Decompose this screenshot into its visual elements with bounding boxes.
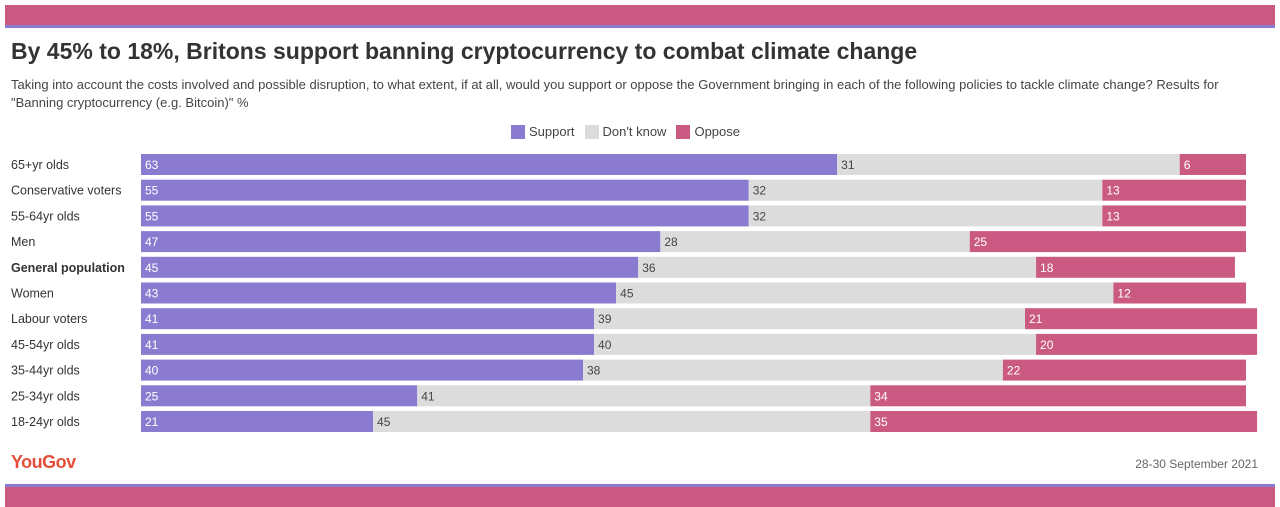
data-label-dont-know: 38 <box>587 364 601 378</box>
bar-oppose-18-24yr-olds <box>870 411 1258 432</box>
yougov-logo: YouGov <box>11 452 76 472</box>
data-label-support: 25 <box>145 389 159 403</box>
data-label-support: 45 <box>145 261 159 275</box>
data-label-dont-know: 45 <box>377 415 391 429</box>
data-label-oppose: 25 <box>974 235 988 249</box>
bar-dont-know-55-64yr-olds <box>748 205 1103 227</box>
bar-dont-know-men <box>660 231 970 253</box>
chart-title: By 45% to 18%, Britons support banning c… <box>11 38 918 64</box>
bottom-banner <box>5 484 1275 507</box>
data-label-support: 41 <box>145 338 159 352</box>
data-label-dont-know: 32 <box>753 209 767 223</box>
bar-support-65-yr-olds <box>141 154 838 175</box>
legend-label-dont-know: Don't know <box>602 124 667 139</box>
bar-oppose-women <box>1113 282 1246 304</box>
legend-item-support: Support <box>511 124 575 139</box>
category-label: 25-34yr olds <box>11 389 80 403</box>
bar-dont-know-women <box>616 282 1114 304</box>
category-label: Conservative voters <box>11 184 121 198</box>
bar-support-25-34yr-olds <box>141 385 418 407</box>
bar-dont-know-conservative-voters <box>748 179 1103 201</box>
bar-oppose-65-yr-olds <box>1179 154 1246 175</box>
legend-swatch-support <box>511 124 525 139</box>
bar-oppose-25-34yr-olds <box>870 385 1246 407</box>
chart-subtitle: Taking into account the costs involved a… <box>11 77 1219 110</box>
data-label-support: 63 <box>145 158 159 172</box>
data-label-oppose: 6 <box>1184 158 1191 172</box>
data-label-support: 47 <box>145 235 159 249</box>
survey-date: 28-30 September 2021 <box>1135 457 1258 471</box>
data-label-oppose: 12 <box>1117 287 1131 301</box>
bar-oppose-conservative-voters <box>1102 179 1246 201</box>
category-label: 55-64yr olds <box>11 209 80 223</box>
data-label-dont-know: 39 <box>598 312 612 326</box>
legend-swatch-oppose <box>676 124 691 139</box>
bar-oppose-general-population <box>1036 256 1235 278</box>
legend-swatch-dont-know <box>584 124 599 139</box>
bar-support-labour-voters <box>141 308 595 330</box>
data-label-oppose: 20 <box>1040 338 1054 352</box>
data-label-dont-know: 31 <box>841 158 855 172</box>
bar-support-35-44yr-olds <box>141 359 583 381</box>
data-label-oppose: 13 <box>1106 184 1120 198</box>
data-label-support: 21 <box>145 415 159 429</box>
data-label-oppose: 21 <box>1029 312 1043 326</box>
data-label-oppose: 34 <box>874 389 888 403</box>
data-label-oppose: 13 <box>1106 209 1120 223</box>
data-label-support: 41 <box>145 312 159 326</box>
bar-oppose-labour-voters <box>1025 308 1258 330</box>
category-label: 18-24yr olds <box>11 415 80 429</box>
legend-item-dont-know: Don't know <box>584 124 667 139</box>
bar-dont-know-labour-voters <box>594 308 1025 330</box>
legend-label-support: Support <box>529 124 575 139</box>
category-label: 35-44yr olds <box>11 364 80 378</box>
chart-legend: Support Don't know Oppose <box>511 124 740 139</box>
bar-support-women <box>141 282 617 304</box>
bar-dont-know-45-54yr-olds <box>594 333 1037 355</box>
bar-dont-know-general-population <box>638 256 1037 278</box>
bar-dont-know-18-24yr-olds <box>373 411 871 432</box>
category-label: General population <box>11 261 125 275</box>
data-label-oppose: 18 <box>1040 261 1054 275</box>
bar-oppose-45-54yr-olds <box>1036 333 1258 355</box>
data-label-support: 43 <box>145 287 159 301</box>
data-label-oppose: 22 <box>1007 364 1021 378</box>
category-label: 65+yr olds <box>11 158 69 172</box>
data-label-support: 40 <box>145 364 159 378</box>
data-label-oppose: 35 <box>874 415 888 429</box>
data-label-dont-know: 40 <box>598 338 612 352</box>
top-banner <box>5 5 1275 28</box>
bar-dont-know-25-34yr-olds <box>417 385 871 407</box>
data-label-dont-know: 36 <box>642 261 656 275</box>
data-label-support: 55 <box>145 184 159 198</box>
data-label-dont-know: 45 <box>620 287 634 301</box>
bar-support-55-64yr-olds <box>141 205 749 227</box>
data-label-support: 55 <box>145 209 159 223</box>
bar-support-conservative-voters <box>141 179 749 201</box>
legend-item-oppose: Oppose <box>676 124 740 139</box>
data-label-dont-know: 28 <box>664 235 678 249</box>
bar-support-men <box>141 231 661 253</box>
category-label: 45-54yr olds <box>11 338 80 352</box>
bar-dont-know-65-yr-olds <box>837 154 1180 175</box>
data-label-dont-know: 41 <box>421 389 435 403</box>
bar-oppose-35-44yr-olds <box>1002 359 1246 381</box>
bar-support-general-population <box>141 256 639 278</box>
bar-support-18-24yr-olds <box>141 411 374 432</box>
bar-dont-know-35-44yr-olds <box>583 359 1003 381</box>
bar-support-45-54yr-olds <box>141 333 595 355</box>
bar-oppose-55-64yr-olds <box>1102 205 1246 227</box>
category-label: Labour voters <box>11 312 87 326</box>
data-label-dont-know: 32 <box>753 184 767 198</box>
legend-label-oppose: Oppose <box>694 124 740 139</box>
category-label: Women <box>11 287 54 301</box>
bar-oppose-men <box>969 231 1246 253</box>
category-label: Men <box>11 235 35 249</box>
